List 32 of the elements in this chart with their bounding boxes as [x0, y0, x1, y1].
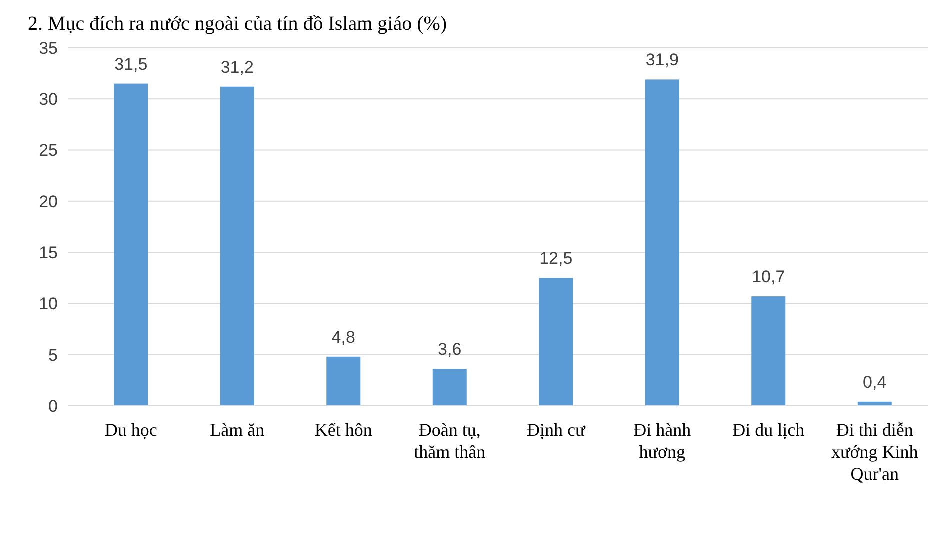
x-tick-label: Đoàn tụ, thăm thân [414, 420, 486, 462]
x-tick-label: Kết hôn [314, 420, 372, 440]
y-tick-label: 5 [48, 346, 58, 365]
y-tick-label: 35 [39, 38, 58, 58]
bar [645, 80, 680, 406]
bar [220, 86, 254, 406]
y-tick-label: 25 [39, 141, 58, 160]
bar [432, 369, 467, 406]
x-tick-label: Định cư [527, 420, 586, 440]
x-tick-label: Đi hành hương [634, 420, 692, 462]
y-tick-label: 0 [48, 396, 58, 416]
y-tick-label: 15 [39, 244, 58, 263]
bar [326, 356, 361, 406]
data-label: 12,5 [540, 249, 573, 268]
bar [539, 278, 574, 406]
data-label: 0,4 [863, 372, 887, 392]
x-tick-label: Đi du lịch [732, 420, 805, 440]
x-tick-label: Đi thi diễn xướng Kinh Qur'an [831, 420, 918, 484]
y-tick-label: 30 [39, 90, 58, 110]
y-tick-label: 10 [39, 294, 58, 314]
bar [114, 84, 148, 406]
data-label: 4,8 [332, 328, 356, 347]
data-label: 3,6 [438, 340, 462, 360]
x-tick-label: Du học [104, 420, 158, 440]
data-label: 10,7 [752, 268, 786, 287]
chart-title: 2. Mục đích ra nước ngoài của tín đồ Islam giáo (%) [28, 13, 448, 35]
bar [752, 296, 786, 406]
data-label: 31,5 [114, 54, 148, 74]
y-tick-label: 20 [39, 192, 58, 212]
x-tick-label: Làm ăn [210, 420, 265, 440]
data-label: 31,9 [646, 50, 679, 70]
data-label: 31,2 [220, 58, 254, 77]
